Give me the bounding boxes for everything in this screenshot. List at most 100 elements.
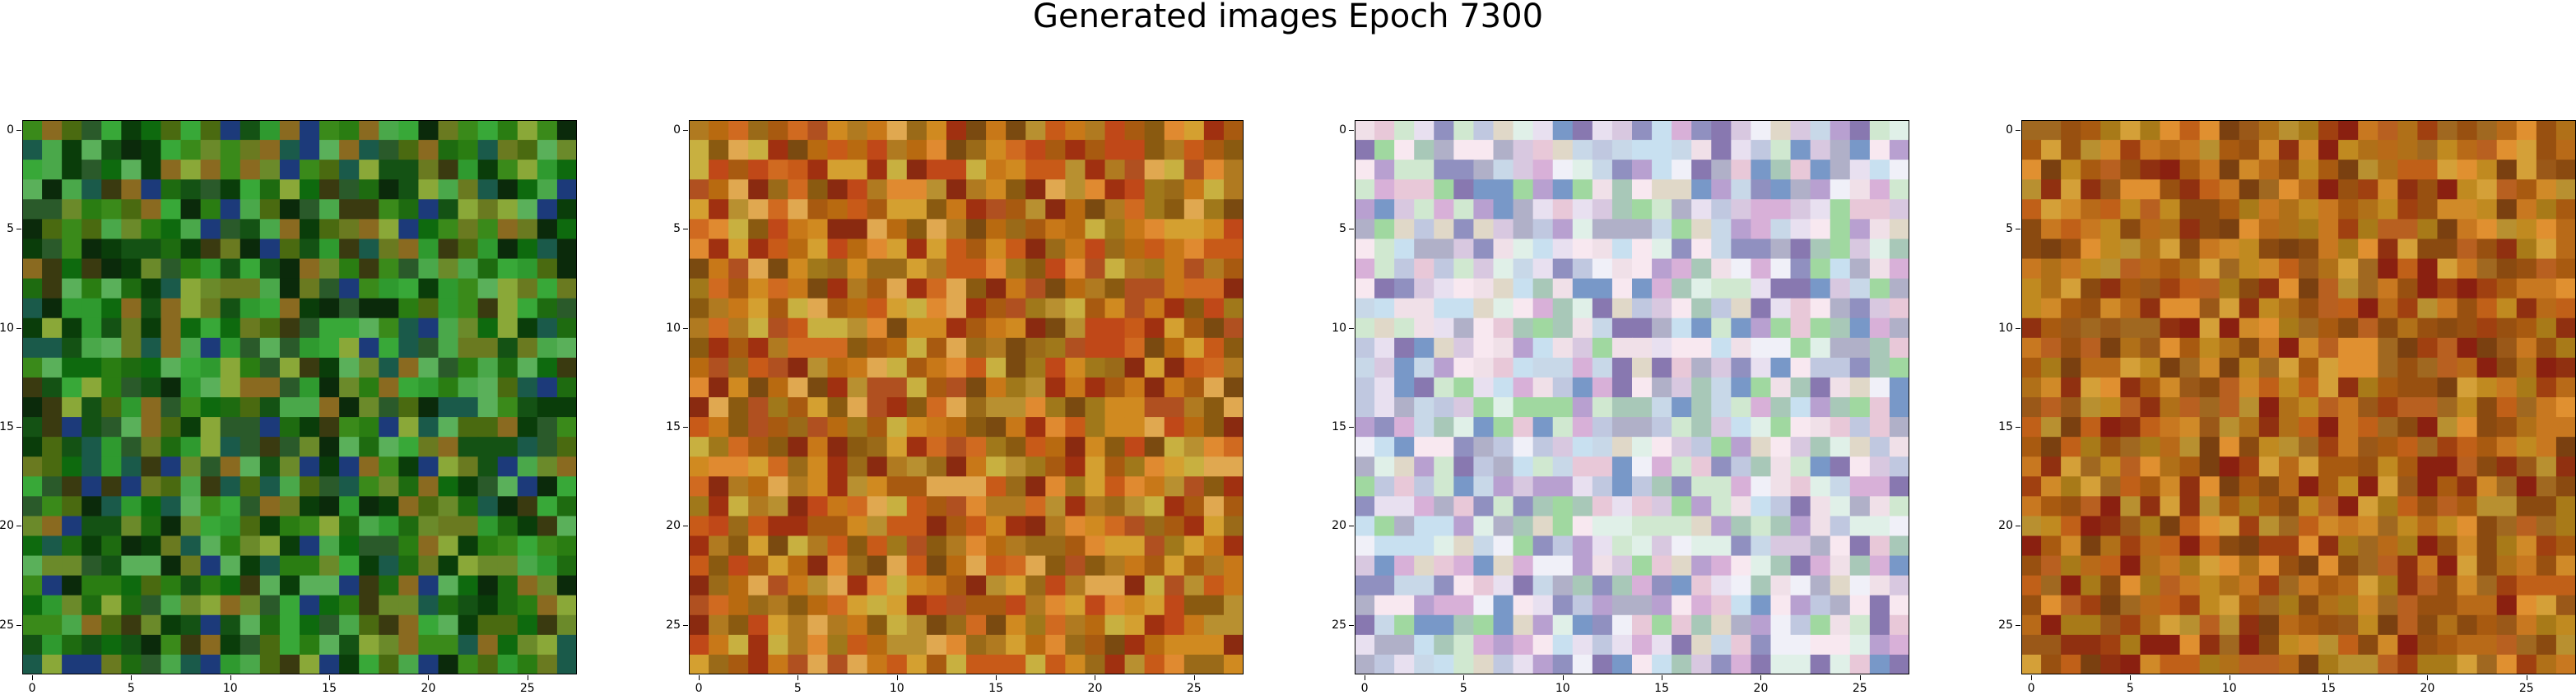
pixel	[1830, 516, 1851, 536]
pixel	[2140, 456, 2160, 477]
pixel	[2318, 258, 2339, 280]
pixel	[886, 476, 908, 497]
pixel	[2061, 219, 2081, 239]
pixel	[2417, 278, 2438, 299]
pixel	[2358, 199, 2378, 220]
pixel	[2081, 634, 2101, 656]
pixel	[556, 317, 577, 339]
pixel	[319, 239, 340, 259]
pixel	[2041, 317, 2062, 339]
pixel	[1849, 476, 1871, 497]
pixel	[379, 140, 399, 160]
pixel	[1183, 140, 1205, 160]
pixel	[2536, 219, 2557, 239]
pixel	[1790, 535, 1811, 557]
pixel	[2120, 140, 2141, 160]
pixel	[2041, 634, 2062, 656]
pixel	[2100, 140, 2121, 160]
x-tick-label: 20	[421, 682, 436, 695]
pixel	[160, 417, 182, 438]
pixel	[768, 456, 788, 477]
pixel	[537, 377, 558, 398]
pixel	[1869, 317, 1890, 339]
pixel	[477, 219, 499, 239]
pixel	[1065, 634, 1086, 656]
pixel	[788, 298, 808, 319]
pixel	[2140, 476, 2160, 497]
pixel	[2476, 140, 2498, 160]
pixel	[1849, 317, 1871, 339]
pixel	[1025, 377, 1046, 398]
pixel	[2179, 437, 2201, 457]
pixel	[2160, 575, 2181, 596]
pixel	[926, 634, 947, 656]
pixel	[2417, 476, 2438, 497]
pixel	[1203, 337, 1225, 359]
pixel	[1025, 516, 1046, 536]
pixel	[886, 654, 908, 674]
pixel	[1124, 239, 1146, 259]
pixel	[2258, 258, 2280, 280]
pixel	[259, 298, 281, 319]
pixel	[1849, 278, 1871, 299]
pixel	[2378, 535, 2398, 557]
pixel	[2278, 120, 2299, 141]
pixel	[2536, 357, 2557, 378]
y-tick-label: 20	[0, 519, 14, 533]
pixel	[2081, 179, 2101, 200]
pixel	[1592, 456, 1613, 477]
pixel	[180, 298, 202, 319]
pixel	[1889, 298, 1909, 319]
pixel	[62, 140, 82, 160]
pixel	[2358, 555, 2378, 577]
pixel	[1124, 417, 1146, 438]
pixel	[160, 120, 182, 141]
pixel	[2318, 614, 2339, 636]
pixel	[42, 417, 63, 438]
pixel	[1711, 160, 1732, 180]
pixel	[1414, 437, 1434, 457]
pixel	[2140, 160, 2160, 180]
pixel	[1711, 535, 1732, 557]
pixel	[180, 496, 202, 517]
pixel	[2179, 417, 2201, 438]
pixel	[1065, 357, 1086, 378]
pixel	[1652, 219, 1672, 239]
pixel	[709, 397, 729, 418]
pixel	[477, 575, 499, 596]
pixel	[1632, 654, 1653, 674]
pixel	[1124, 496, 1146, 517]
pixel	[2378, 516, 2398, 536]
pixel	[1414, 278, 1434, 299]
pixel	[1632, 575, 1653, 596]
pixel	[517, 634, 538, 656]
pixel	[62, 634, 82, 656]
pixel	[200, 120, 221, 141]
pixel	[906, 437, 928, 457]
pixel	[847, 278, 868, 299]
pixel	[1493, 377, 1514, 398]
pixel	[1065, 456, 1086, 477]
pixel	[1493, 199, 1514, 220]
pixel	[1691, 417, 1712, 438]
pixel	[1434, 397, 1454, 418]
pixel	[1672, 179, 1692, 200]
pixel	[2081, 456, 2101, 477]
pixel	[2160, 377, 2181, 398]
pixel	[788, 437, 808, 457]
pixel	[2358, 496, 2378, 517]
pixel	[1493, 654, 1514, 674]
x-tick-mark	[230, 675, 231, 680]
pixel	[1124, 199, 1146, 220]
pixel	[2258, 317, 2280, 339]
pixel	[2179, 140, 2201, 160]
pixel	[2437, 634, 2458, 656]
pixel	[1374, 555, 1395, 577]
pixel	[2437, 258, 2458, 280]
pixel	[886, 397, 908, 418]
pixel	[1731, 456, 1751, 477]
pixel	[1731, 337, 1751, 359]
pixel	[926, 219, 947, 239]
pixel	[1025, 476, 1046, 497]
pixel	[398, 239, 419, 259]
